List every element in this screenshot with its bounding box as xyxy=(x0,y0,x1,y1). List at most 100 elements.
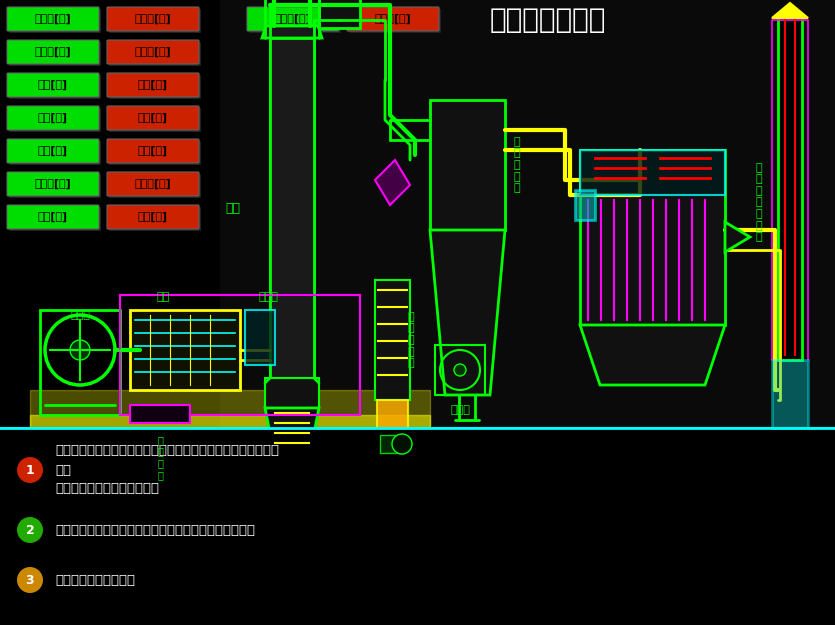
Text: 加料[开]: 加料[开] xyxy=(38,146,68,156)
Polygon shape xyxy=(725,222,750,252)
Text: 热源: 热源 xyxy=(156,292,170,302)
FancyBboxPatch shape xyxy=(9,42,101,66)
Polygon shape xyxy=(265,0,360,28)
Text: 加热[关]: 加热[关] xyxy=(138,80,168,90)
FancyBboxPatch shape xyxy=(107,172,199,196)
Text: 2: 2 xyxy=(26,524,34,536)
FancyBboxPatch shape xyxy=(9,207,101,231)
FancyBboxPatch shape xyxy=(347,7,439,31)
Text: 引风机[关]: 引风机[关] xyxy=(134,14,171,24)
Circle shape xyxy=(70,340,90,360)
Polygon shape xyxy=(580,325,725,385)
FancyBboxPatch shape xyxy=(109,42,201,66)
FancyBboxPatch shape xyxy=(7,172,99,196)
Text: 调
速
电
机: 调 速 电 机 xyxy=(157,435,163,480)
Polygon shape xyxy=(265,408,319,458)
Text: 引风机[开]: 引风机[开] xyxy=(34,14,71,24)
Bar xyxy=(30,415,430,428)
Circle shape xyxy=(17,567,43,593)
Bar xyxy=(130,405,190,423)
Bar xyxy=(375,280,410,400)
Text: 加热[开]: 加热[开] xyxy=(38,80,68,90)
FancyBboxPatch shape xyxy=(7,73,99,97)
Bar xyxy=(430,100,505,230)
FancyBboxPatch shape xyxy=(107,205,199,229)
Text: 鼓风机[关]: 鼓风机[关] xyxy=(134,47,171,57)
FancyBboxPatch shape xyxy=(349,9,441,33)
Bar xyxy=(270,38,314,378)
FancyBboxPatch shape xyxy=(109,9,201,33)
Text: 第三步：连续生产过程: 第三步：连续生产过程 xyxy=(55,574,135,586)
Bar xyxy=(580,150,725,195)
Bar xyxy=(435,345,485,395)
Bar xyxy=(265,378,319,408)
Bar xyxy=(778,15,802,360)
FancyBboxPatch shape xyxy=(9,108,101,132)
Text: 旋
风
分
离
器: 旋 风 分 离 器 xyxy=(513,137,519,193)
Text: 冷却水[关]: 冷却水[关] xyxy=(375,14,412,24)
Text: 脉
冲
布
袋
除
尘
器: 脉 冲 布 袋 除 尘 器 xyxy=(755,162,762,242)
Text: 脉冲仪[关]: 脉冲仪[关] xyxy=(134,179,171,189)
Text: 冷却水[开]: 冷却水[开] xyxy=(275,14,311,24)
Text: 脉冲仪[开]: 脉冲仪[开] xyxy=(34,179,71,189)
FancyBboxPatch shape xyxy=(9,9,101,33)
Polygon shape xyxy=(772,3,808,18)
Polygon shape xyxy=(430,230,505,395)
FancyBboxPatch shape xyxy=(247,7,339,31)
Bar xyxy=(120,295,360,415)
Text: 鼓风机[开]: 鼓风机[开] xyxy=(34,47,71,57)
Bar xyxy=(575,190,595,220)
Text: 3: 3 xyxy=(26,574,34,586)
Text: 退出: 退出 xyxy=(576,596,595,611)
FancyBboxPatch shape xyxy=(7,205,99,229)
Text: 粉碎[开]: 粉碎[开] xyxy=(38,113,68,123)
Bar xyxy=(245,310,275,365)
FancyBboxPatch shape xyxy=(249,9,341,33)
Text: 鼓风机: 鼓风机 xyxy=(70,310,90,320)
Bar xyxy=(380,435,405,453)
Circle shape xyxy=(17,457,43,483)
Text: 粉碎[关]: 粉碎[关] xyxy=(138,113,168,123)
FancyBboxPatch shape xyxy=(9,174,101,198)
Bar xyxy=(377,400,408,435)
Text: 关风机: 关风机 xyxy=(450,405,470,415)
Polygon shape xyxy=(30,390,430,428)
FancyBboxPatch shape xyxy=(107,106,199,130)
Text: 第一步：预热所需温度，开引风机、鼓风机、加热、冷却水、搅
拌，
加热至所需温度后加入湿物料: 第一步：预热所需温度，开引风机、鼓风机、加热、冷却水、搅 拌， 加热至所需温度后… xyxy=(55,444,279,496)
FancyBboxPatch shape xyxy=(109,75,201,99)
FancyBboxPatch shape xyxy=(109,207,201,231)
Polygon shape xyxy=(375,160,410,205)
Bar xyxy=(580,150,725,325)
FancyBboxPatch shape xyxy=(7,7,99,31)
FancyBboxPatch shape xyxy=(107,40,199,64)
FancyBboxPatch shape xyxy=(109,108,201,132)
FancyBboxPatch shape xyxy=(9,75,101,99)
Bar xyxy=(0,428,835,625)
FancyBboxPatch shape xyxy=(7,40,99,64)
FancyBboxPatch shape xyxy=(7,106,99,130)
Text: 旋转闪蒸干燥机: 旋转闪蒸干燥机 xyxy=(490,6,606,34)
FancyBboxPatch shape xyxy=(109,174,201,198)
Text: 出料[开]: 出料[开] xyxy=(38,212,68,222)
FancyBboxPatch shape xyxy=(9,141,101,165)
Text: 出料[关]: 出料[关] xyxy=(138,212,168,222)
Text: 主塔: 主塔 xyxy=(225,201,240,214)
FancyBboxPatch shape xyxy=(107,139,199,163)
Bar xyxy=(220,0,835,428)
FancyBboxPatch shape xyxy=(109,141,201,165)
Bar xyxy=(130,310,240,390)
Text: 1: 1 xyxy=(26,464,34,476)
Circle shape xyxy=(454,364,466,376)
Text: 冷却水: 冷却水 xyxy=(258,292,278,302)
Circle shape xyxy=(17,517,43,543)
Bar xyxy=(772,360,808,428)
FancyBboxPatch shape xyxy=(107,73,199,97)
Polygon shape xyxy=(262,26,322,38)
Bar xyxy=(270,38,314,378)
Bar xyxy=(40,310,120,415)
FancyBboxPatch shape xyxy=(7,139,99,163)
Text: 螺
旋
加
料
器: 螺 旋 加 料 器 xyxy=(407,312,413,368)
Text: 第二步：加入湿物料，开加料、脉冲布袋除尘。直至出料: 第二步：加入湿物料，开加料、脉冲布袋除尘。直至出料 xyxy=(55,524,255,536)
FancyBboxPatch shape xyxy=(546,591,628,621)
Text: 加料[关]: 加料[关] xyxy=(138,146,168,156)
